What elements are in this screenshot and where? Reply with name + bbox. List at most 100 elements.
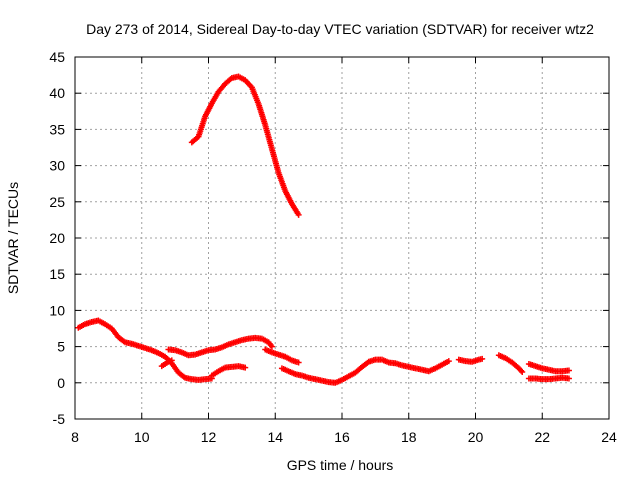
data-point-dense xyxy=(280,366,290,374)
data-point-dense xyxy=(560,374,571,382)
data-point-dense xyxy=(193,349,204,358)
data-point-dense xyxy=(187,351,197,359)
data-point-dense xyxy=(200,347,210,355)
y-tick-label: 0 xyxy=(57,375,65,391)
series-arc-e xyxy=(278,356,452,386)
x-tick-label: 16 xyxy=(334,429,350,445)
axis-ticks xyxy=(74,56,610,420)
data-point-dense xyxy=(420,367,431,374)
data-point-dense xyxy=(260,336,270,345)
data-point-dense xyxy=(400,362,411,370)
data-point-dense xyxy=(217,365,227,374)
data-point-dense xyxy=(497,353,507,361)
data-point-dense xyxy=(374,356,384,363)
data-point-dense xyxy=(327,379,337,386)
data-point-dense xyxy=(440,358,451,367)
data-point-dense xyxy=(202,101,215,118)
data-point xyxy=(445,358,452,365)
grid-lines xyxy=(75,57,609,419)
data-point-dense xyxy=(547,375,557,382)
data-point-dense xyxy=(427,366,437,374)
data-point-dense xyxy=(300,373,310,381)
data-point xyxy=(268,343,275,350)
data-point-dense xyxy=(230,363,240,370)
data-point-dense xyxy=(237,363,247,371)
data-point-dense xyxy=(289,202,301,217)
series-arc-g xyxy=(455,355,486,365)
data-point-dense xyxy=(83,319,94,327)
data-point-dense xyxy=(97,318,107,327)
data-point-dense xyxy=(347,370,357,379)
data-point-dense xyxy=(340,374,351,382)
data-point-dense xyxy=(464,358,474,365)
data-point-dense xyxy=(123,339,134,347)
data-point-dense xyxy=(470,357,481,365)
data-point-dense xyxy=(527,361,537,369)
data-point-dense xyxy=(256,102,268,127)
data-point-dense xyxy=(534,375,544,382)
series-arc-peak xyxy=(188,73,302,218)
data-point-dense xyxy=(560,367,571,375)
data-point-dense xyxy=(220,342,230,350)
data-point-dense xyxy=(290,357,300,365)
data-point-dense xyxy=(169,361,181,375)
data-point-dense xyxy=(233,337,244,345)
data-point-dense xyxy=(380,357,391,365)
data-point-dense xyxy=(293,371,304,379)
data-point-dense xyxy=(196,115,208,138)
data-point-dense xyxy=(197,376,207,383)
data-point xyxy=(242,364,249,371)
series-arc-i xyxy=(525,360,572,375)
data-point-dense xyxy=(263,347,274,355)
y-tick-label: 5 xyxy=(57,339,65,355)
y-tick-label: 35 xyxy=(49,121,65,137)
x-tick-label: 14 xyxy=(267,429,283,445)
data-point-dense xyxy=(150,347,160,356)
data-point-dense xyxy=(266,340,274,349)
data-point-dense xyxy=(207,346,217,354)
series-arc-c xyxy=(208,363,249,379)
data-point-dense xyxy=(333,377,344,386)
data-point-dense xyxy=(157,351,167,359)
x-tick-label: 12 xyxy=(201,429,217,445)
data-point-dense xyxy=(243,78,254,89)
data-point-dense xyxy=(320,377,330,385)
data-point-dense xyxy=(223,76,234,86)
y-tick-label: 30 xyxy=(49,158,65,174)
y-tick-label: 40 xyxy=(49,85,65,101)
y-tick-label: 10 xyxy=(49,302,65,318)
x-tick-label: 24 xyxy=(601,429,617,445)
data-point xyxy=(565,367,572,374)
data-point xyxy=(479,355,486,362)
data-point-dense xyxy=(283,189,295,206)
data-point-dense xyxy=(247,335,257,342)
series-arc-h xyxy=(495,352,526,375)
data-point-dense xyxy=(137,343,147,351)
y-tick-label: 25 xyxy=(49,194,65,210)
data-point-dense xyxy=(240,335,250,343)
data-point-dense xyxy=(547,367,557,374)
data-point-dense xyxy=(504,356,514,365)
data-point-dense xyxy=(283,354,294,363)
data-point-dense xyxy=(262,123,275,151)
data-point xyxy=(565,375,572,382)
data-point-dense xyxy=(270,349,280,358)
data-point-dense xyxy=(209,90,221,105)
data-point-dense xyxy=(90,317,100,325)
data-point-dense xyxy=(203,375,214,382)
data-point-dense xyxy=(307,375,317,382)
x-tick-label: 22 xyxy=(534,429,550,445)
data-point-dense xyxy=(414,365,424,373)
data-point-dense xyxy=(213,344,224,352)
data-point-dense xyxy=(210,369,220,378)
y-tick-label: 15 xyxy=(49,266,65,282)
data-point xyxy=(295,359,302,366)
data-point-dense xyxy=(510,360,521,371)
x-tick-label: 20 xyxy=(468,429,484,445)
data-point-dense xyxy=(554,374,564,382)
data-point-dense xyxy=(457,356,467,364)
data-point-dense xyxy=(407,364,417,371)
data-point-dense xyxy=(387,359,397,367)
data-point-dense xyxy=(534,363,544,371)
